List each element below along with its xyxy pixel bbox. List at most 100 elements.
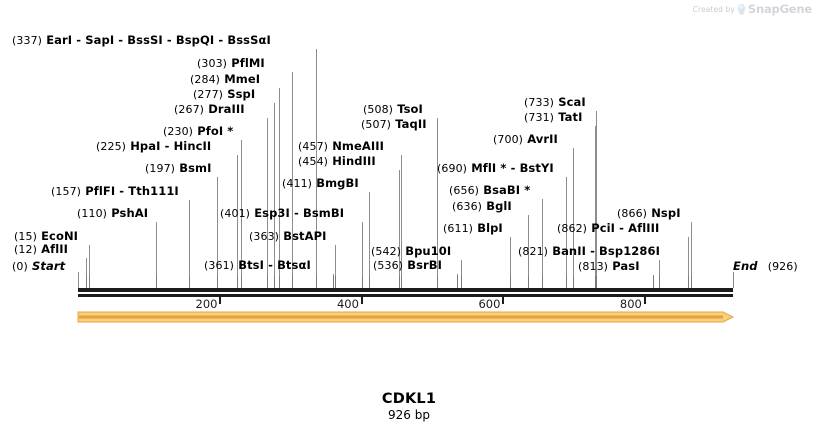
enzyme-position: (813) xyxy=(578,260,609,273)
enzyme-names: TaqII xyxy=(391,117,427,131)
sequence-title: CDKL1 xyxy=(381,391,437,407)
restriction-site-tick xyxy=(457,276,459,288)
sequence-start-label: (0) Start xyxy=(12,260,65,274)
enzyme-names: EarI - SapI - BssSI - BspQI - BssSαI xyxy=(42,33,271,47)
enzyme-names: DraIII xyxy=(204,102,245,116)
enzyme-leader-line xyxy=(237,155,239,288)
end-text: End xyxy=(733,259,758,273)
enzyme-label: (457) NmeAIII xyxy=(298,140,384,154)
enzyme-leader-line xyxy=(273,103,275,288)
enzyme-names: AvrII xyxy=(523,132,558,146)
restriction-site-tick xyxy=(333,276,335,288)
sequence-end-label: End (926) xyxy=(733,259,798,274)
restriction-site-tick xyxy=(316,276,318,288)
enzyme-label: (361) BtsI - BtsαI xyxy=(204,259,311,273)
enzyme-position: (411) xyxy=(282,177,313,190)
enzyme-position: (508) xyxy=(363,103,394,116)
enzyme-position: (401) xyxy=(220,207,251,220)
enzyme-position: (337) xyxy=(12,34,43,47)
restriction-site-tick xyxy=(461,276,463,288)
enzyme-position: (361) xyxy=(204,259,235,272)
enzyme-leader-line xyxy=(155,222,157,288)
enzyme-label: (536) BsrBI xyxy=(373,259,442,273)
restriction-site-tick xyxy=(334,276,336,288)
enzyme-position: (866) xyxy=(617,207,648,220)
enzyme-names: BsaBI * xyxy=(479,183,531,197)
enzyme-label: (12) AflII xyxy=(14,243,68,257)
enzyme-label: (821) BanII - Bsp1286I xyxy=(518,244,660,259)
snapgene-watermark: Created by SnapGene xyxy=(692,2,813,16)
restriction-site-tick xyxy=(437,276,439,288)
restriction-site-tick xyxy=(690,276,692,288)
enzyme-names: BmgBI xyxy=(312,176,359,190)
enzyme-leader-line xyxy=(292,72,294,288)
enzyme-names: MmeI xyxy=(220,72,261,86)
restriction-site-tick xyxy=(155,276,157,288)
restriction-site-tick xyxy=(510,276,512,288)
enzyme-position: (110) xyxy=(77,207,108,220)
enzyme-position: (277) xyxy=(193,88,224,101)
enzyme-label: (15) EcoNI xyxy=(14,230,78,244)
enzyme-leader-line xyxy=(658,260,660,288)
enzyme-leader-line xyxy=(278,88,280,288)
enzyme-names: PasI xyxy=(608,259,640,273)
enzyme-names: PfoI * xyxy=(193,124,234,138)
enzyme-position: (457) xyxy=(298,140,329,153)
enzyme-names: BlpI xyxy=(473,221,503,235)
enzyme-position: (731) xyxy=(524,111,555,124)
enzyme-label: (411) BmgBI xyxy=(282,176,359,191)
enzyme-leader-line xyxy=(189,200,191,288)
enzyme-position: (507) xyxy=(361,118,392,131)
enzyme-leader-line xyxy=(217,177,219,288)
enzyme-position: (303) xyxy=(197,57,228,70)
restriction-site-tick xyxy=(217,276,219,288)
enzyme-label: (866) NspI xyxy=(617,207,681,221)
restriction-site-tick xyxy=(527,276,529,288)
enzyme-names: MflI * - BstYI xyxy=(467,161,554,175)
enzyme-names: ScaI xyxy=(554,95,586,109)
watermark-created-by-text: Created by xyxy=(692,4,735,14)
enzyme-position: (15) xyxy=(14,230,37,243)
restriction-site-tick xyxy=(573,276,575,288)
restriction-site-tick xyxy=(542,276,544,288)
restriction-site-tick xyxy=(292,276,294,288)
enzyme-leader-line xyxy=(436,133,438,288)
enzyme-label: (303) PflMI xyxy=(197,57,265,71)
enzyme-leader-line xyxy=(316,49,318,288)
enzyme-label: (700) AvrII xyxy=(493,132,558,147)
enzyme-position: (636) xyxy=(452,200,483,213)
restriction-site-tick xyxy=(436,276,438,288)
enzyme-position: (690) xyxy=(437,162,468,175)
snapgene-brand-text: SnapGene xyxy=(747,2,812,16)
enzyme-names: BanII - Bsp1286I xyxy=(548,244,660,258)
enzyme-names: HindIII xyxy=(328,154,376,168)
enzyme-label: (731) TatI xyxy=(524,111,583,125)
sequence-bar-bottom-strand xyxy=(78,294,733,297)
enzyme-names: Esp3I - BsmBI xyxy=(250,206,345,220)
enzyme-position: (733) xyxy=(524,96,555,109)
restriction-site-tick xyxy=(88,276,90,288)
start-position: (0) xyxy=(12,260,28,273)
enzyme-position: (284) xyxy=(190,73,221,86)
enzyme-leader-line xyxy=(88,245,90,288)
enzyme-leader-line xyxy=(510,237,512,288)
restriction-site-tick xyxy=(653,276,655,288)
enzyme-label: (363) BstAPI xyxy=(249,230,327,244)
enzyme-label: (611) BlpI xyxy=(443,221,503,236)
restriction-site-tick xyxy=(240,276,242,288)
enzyme-names: BglI xyxy=(482,199,512,213)
enzyme-position: (454) xyxy=(298,155,329,168)
restriction-site-tick xyxy=(596,276,598,288)
enzyme-leader-line xyxy=(361,222,363,288)
ruler-tick xyxy=(502,297,505,304)
enzyme-position: (363) xyxy=(249,230,280,243)
enzyme-position: (536) xyxy=(373,259,404,272)
enzyme-label: (508) TsoI xyxy=(363,103,423,117)
enzyme-label: (636) BglI xyxy=(452,199,512,214)
terminal-leader-line xyxy=(733,272,734,288)
restriction-site-tick xyxy=(687,276,689,288)
ruler-tick xyxy=(219,297,222,304)
snapgene-drop-icon xyxy=(737,3,745,15)
enzyme-label: (454) HindIII xyxy=(298,154,376,169)
enzyme-names: PflFI - Tth111I xyxy=(81,184,179,198)
